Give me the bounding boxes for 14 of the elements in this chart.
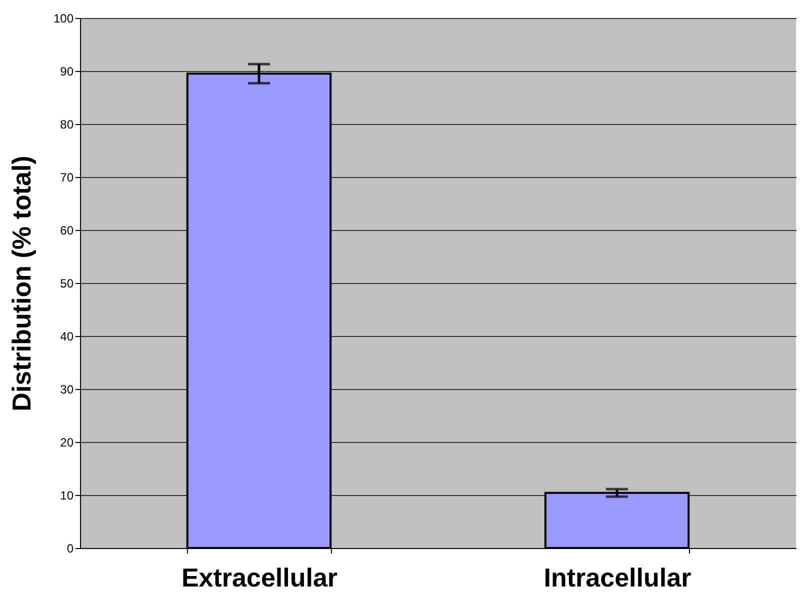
y-tick-label: 80	[60, 118, 74, 132]
y-tick-label: 60	[60, 224, 74, 238]
y-tick-label: 90	[60, 64, 74, 78]
y-tick-label: 30	[60, 382, 74, 396]
y-tick-label: 100	[53, 12, 74, 26]
x-tick-label: Intracellular	[544, 562, 692, 592]
y-tick-label: 50	[60, 276, 74, 290]
y-tick-label: 40	[60, 330, 74, 344]
y-tick-label: 20	[60, 436, 74, 450]
y-tick-label: 0	[66, 542, 74, 556]
y-axis-title: Distribution (% total)	[6, 156, 36, 412]
y-tick-label: 70	[60, 170, 74, 184]
y-tick-label: 10	[60, 488, 74, 502]
x-tick-label: Extracellular	[181, 562, 338, 592]
